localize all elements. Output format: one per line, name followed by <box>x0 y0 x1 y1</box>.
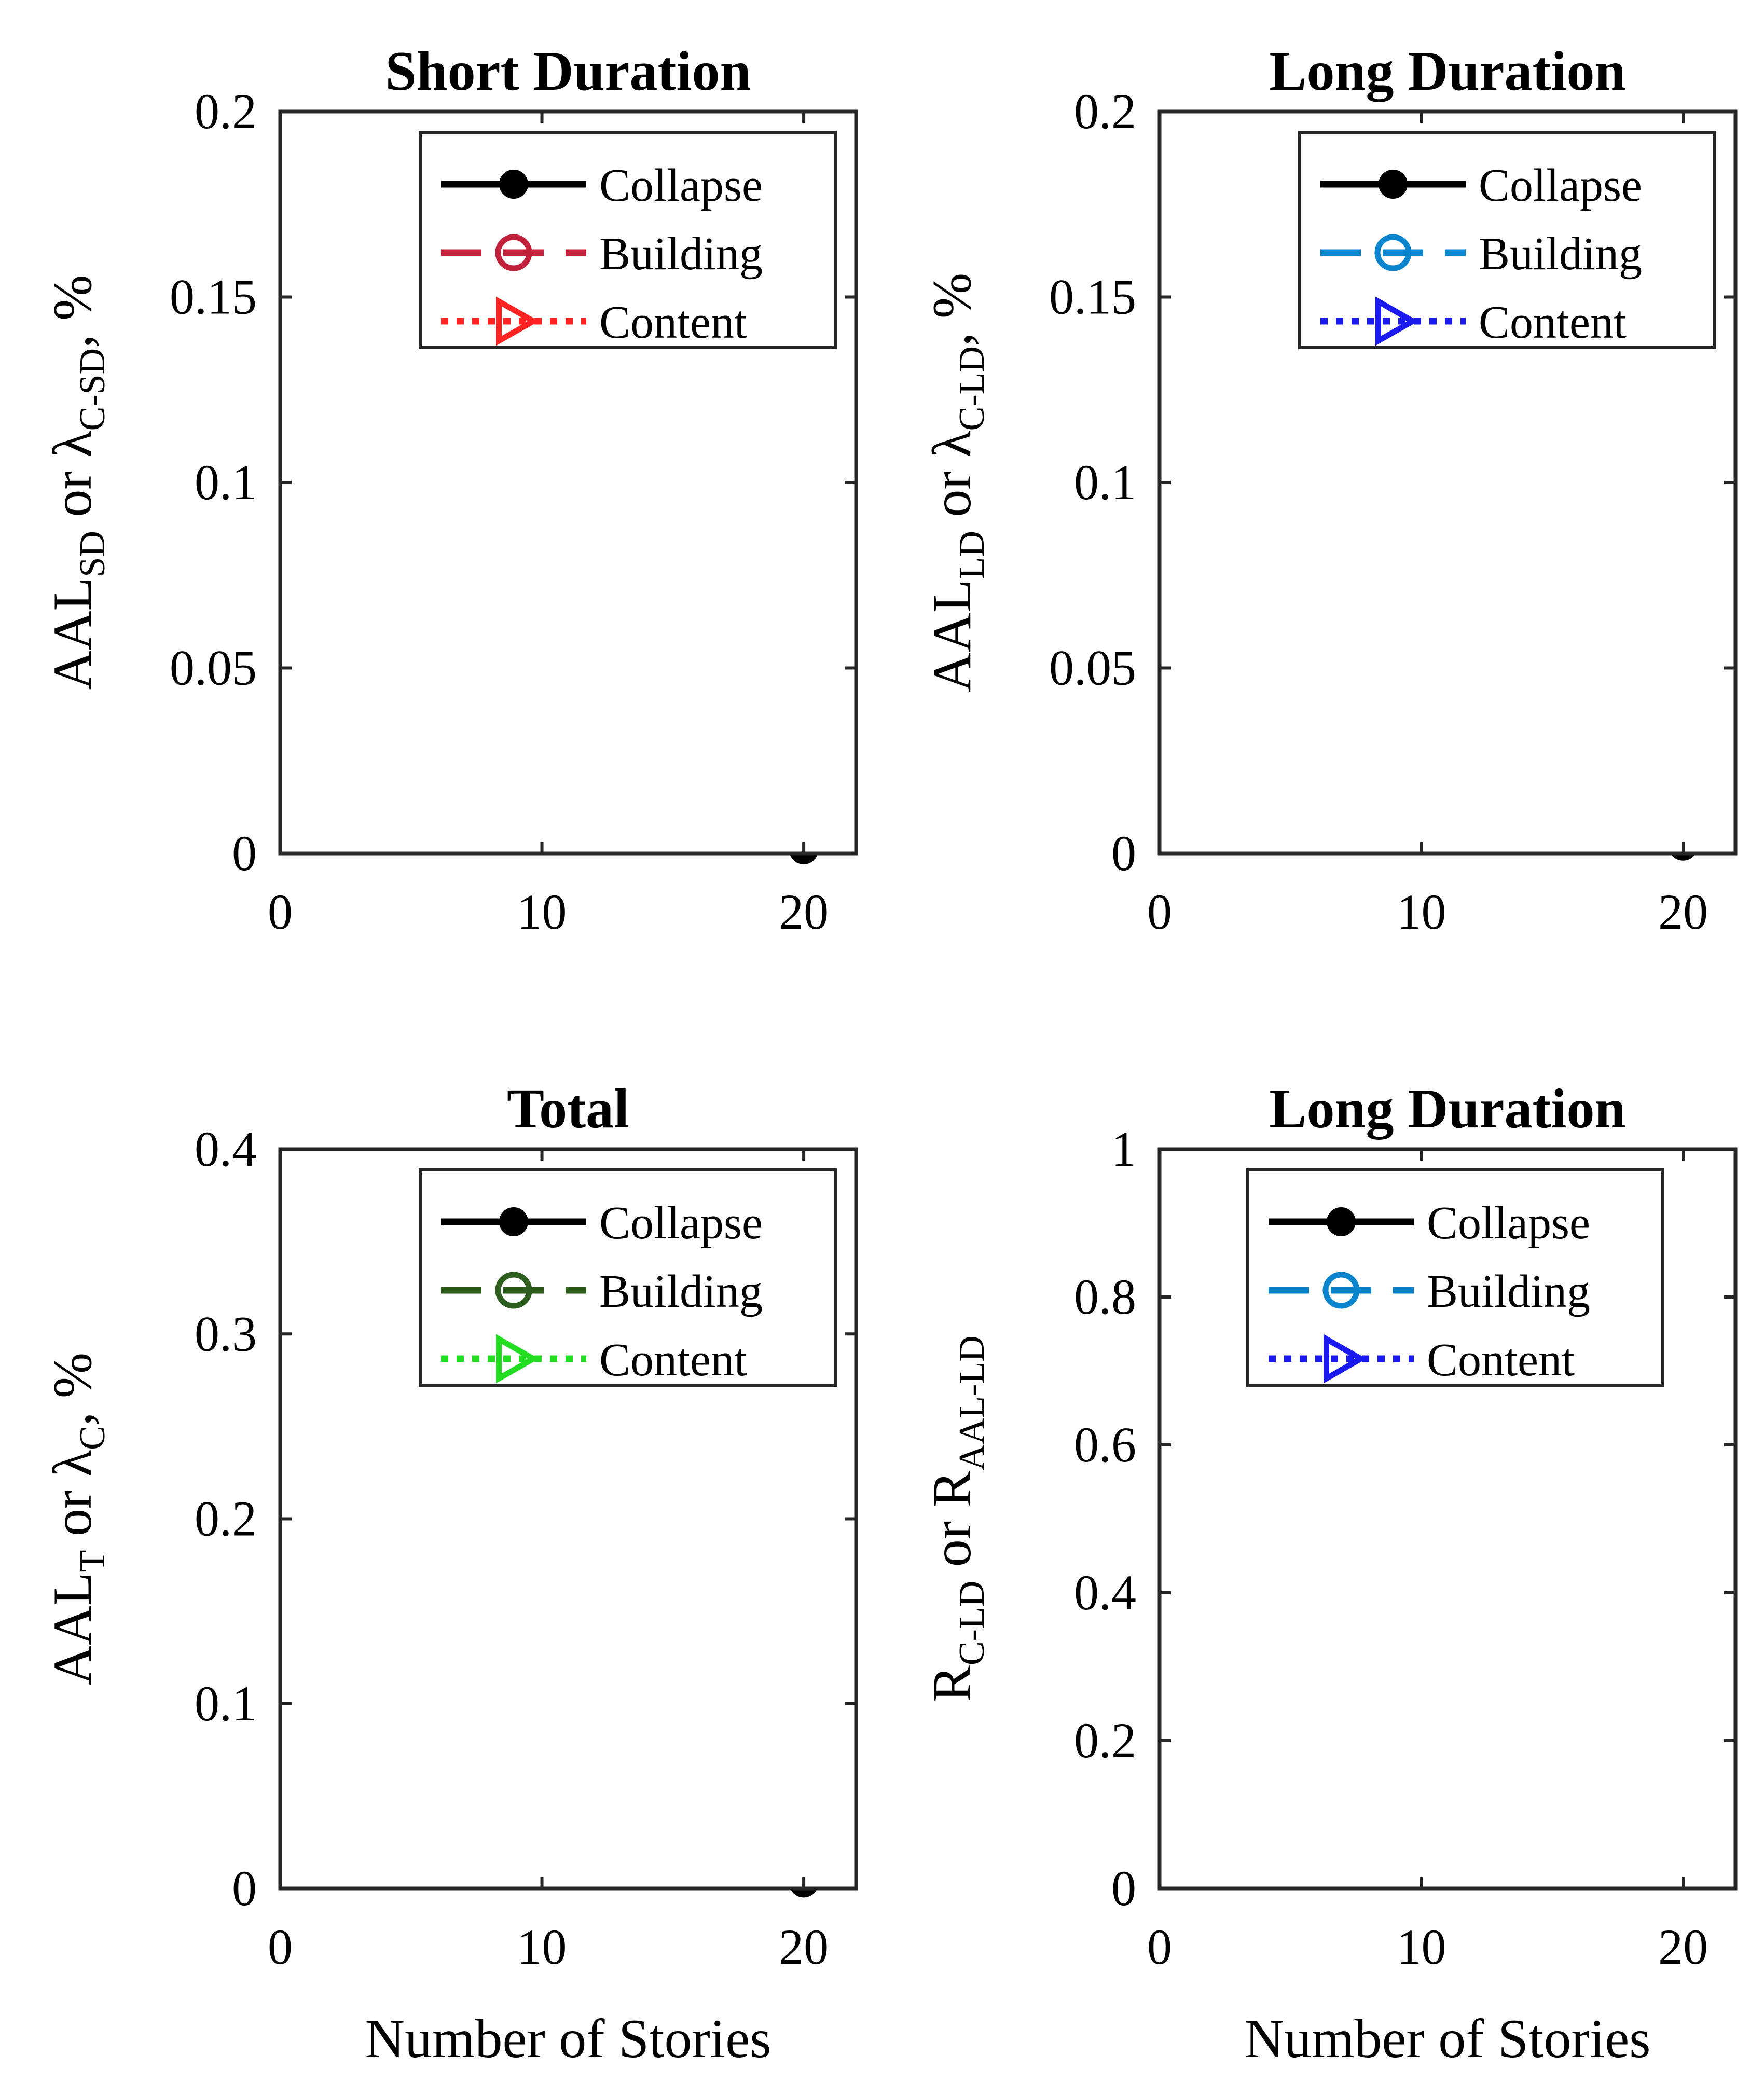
x-tick-label: 0 <box>268 1919 293 1975</box>
legend-label-collapse: Collapse <box>1479 160 1642 211</box>
legend-label-content: Content <box>1427 1334 1575 1386</box>
legend-label-collapse: Collapse <box>599 1197 763 1249</box>
x-tick-label: 10 <box>517 1919 567 1975</box>
y-tick-label: 0.2 <box>195 84 257 139</box>
chart-title: Long Duration <box>1269 40 1625 102</box>
legend-label-content: Content <box>599 297 747 348</box>
x-tick-label: 20 <box>1658 884 1708 940</box>
legend-marker-building <box>1374 234 1412 271</box>
y-tick-label: 0.6 <box>1074 1417 1136 1472</box>
legend-box <box>419 131 837 349</box>
x-tick-label: 20 <box>779 1919 829 1975</box>
x-axis-label: Number of Stories <box>365 2008 771 2069</box>
panel-total: 0 10 20 0 0.1 0.2 0.3 0.4 Total AALT or λC, % Numb… <box>42 1078 858 2069</box>
y-tick-label: 0.2 <box>1074 1713 1136 1768</box>
legend-marker-collapse <box>1379 170 1408 199</box>
x-tick-label: 0 <box>1147 1919 1172 1975</box>
legend-marker-content <box>496 1334 540 1384</box>
legend-marker-building <box>495 1272 532 1309</box>
legend-marker-building <box>495 234 532 271</box>
chart-title: Total <box>507 1078 629 1140</box>
legend-label-building: Building <box>1479 228 1642 280</box>
legend-box <box>1298 131 1716 349</box>
y-tick-label: 0.1 <box>1074 454 1136 510</box>
legend-marker-collapse <box>499 1207 528 1236</box>
legend-marker-content <box>1375 296 1419 346</box>
legend-label-building: Building <box>599 1266 763 1317</box>
y-tick-label: 0 <box>1111 1860 1136 1916</box>
legend-label-collapse: Collapse <box>1427 1197 1590 1249</box>
legend-marker-content <box>496 296 540 346</box>
y-tick-label: 0.15 <box>1049 269 1136 325</box>
legend: Collapse Building Content <box>419 131 837 349</box>
y-tick-label: 0.3 <box>195 1306 257 1361</box>
y-tick-label: 1 <box>1111 1121 1136 1177</box>
x-tick-label: 10 <box>1397 1919 1446 1975</box>
legend-box <box>419 1168 837 1387</box>
y-axis-label: RC-LD or RAAL-LD <box>921 1335 992 1702</box>
x-tick-label: 20 <box>1658 1919 1708 1975</box>
chart-title: Short Duration <box>385 40 751 102</box>
y-tick-label: 0.8 <box>1074 1269 1136 1325</box>
y-tick-label: 0.4 <box>1074 1565 1136 1620</box>
x-tick-label: 10 <box>1397 884 1446 940</box>
legend-label-building: Building <box>1427 1266 1590 1317</box>
panel-long-duration-ratio: 0 10 20 0 0.2 0.4 0.6 0.8 1 Long Duration RC-LD or… <box>921 1078 1738 2069</box>
panel-long-duration: 0 10 20 0 0.05 0.1 0.15 0.2 Long Duration AALLD o… <box>921 40 1738 940</box>
legend-label-collapse: Collapse <box>599 160 763 211</box>
x-tick-label: 20 <box>779 884 829 940</box>
legend-box <box>1246 1168 1664 1387</box>
y-tick-label: 0 <box>1111 825 1136 881</box>
y-tick-label: 0 <box>232 1860 257 1916</box>
y-tick-label: 0.05 <box>170 640 257 696</box>
y-tick-label: 0.05 <box>1049 640 1136 696</box>
y-tick-label: 0.1 <box>195 454 257 510</box>
y-tick-label: 0 <box>232 825 257 881</box>
legend-marker-collapse <box>1327 1207 1356 1236</box>
legend-label-building: Building <box>599 228 763 280</box>
legend-marker-collapse <box>499 170 528 199</box>
legend-marker-content <box>1324 1334 1367 1384</box>
y-tick-label: 0.2 <box>1074 84 1136 139</box>
y-tick-label: 0.1 <box>195 1676 257 1731</box>
panel-short-duration: 0 10 20 0 0.05 0.1 0.15 0.2 Short Duration AALSD … <box>42 40 858 940</box>
legend: Collapse Building Content <box>1298 131 1716 349</box>
chart-title: Long Duration <box>1269 1078 1625 1140</box>
y-axis-label: AALLD or λC-LD, % <box>921 273 992 693</box>
legend-label-content: Content <box>1479 297 1627 348</box>
x-tick-label: 10 <box>517 884 567 940</box>
legend-marker-building <box>1322 1272 1360 1309</box>
legend-label-content: Content <box>599 1334 747 1386</box>
y-tick-label: 0.2 <box>195 1491 257 1547</box>
x-tick-label: 0 <box>1147 884 1172 940</box>
x-tick-label: 0 <box>268 884 293 940</box>
y-axis-label: AALT or λC, % <box>42 1353 113 1685</box>
y-tick-label: 0.4 <box>195 1121 257 1177</box>
y-tick-label: 0.15 <box>170 269 257 325</box>
x-axis-label: Number of Stories <box>1244 2008 1650 2069</box>
legend: Collapse Building Content <box>419 1168 837 1387</box>
y-axis-label: AALSD or λC-SD, % <box>42 275 113 691</box>
legend: Collapse Building Content <box>1246 1168 1664 1387</box>
